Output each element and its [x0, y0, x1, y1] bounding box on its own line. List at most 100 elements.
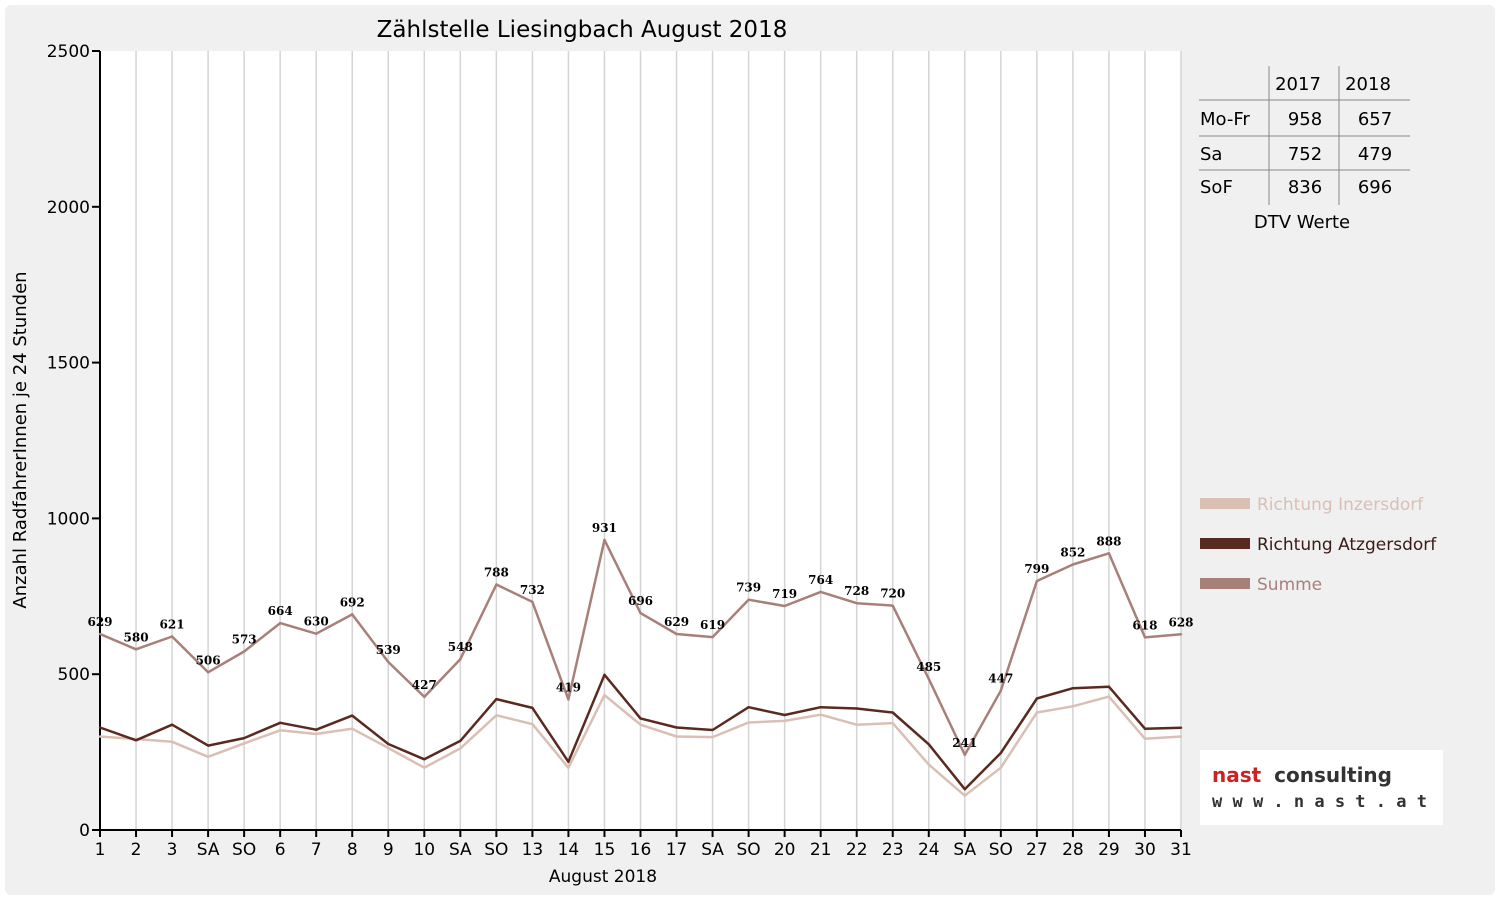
series-lines — [98, 538, 1183, 797]
data-point — [206, 744, 210, 747]
legend-swatch — [1200, 578, 1250, 589]
data-point — [999, 751, 1003, 755]
dtv-header-2018: 2018 — [1345, 74, 1391, 95]
dtv-cell: 836 — [1288, 177, 1322, 198]
data-label: 621 — [160, 617, 185, 631]
legend: Richtung Inzersdorf Richtung Atzgersdorf S… — [1200, 495, 1437, 595]
data-point — [1143, 737, 1147, 740]
y-tick-label: 1000 — [47, 509, 90, 529]
data-label: 739 — [736, 581, 761, 595]
x-tick-label: 24 — [918, 840, 940, 860]
x-tick-label: 3 — [167, 840, 178, 860]
data-label: 618 — [1132, 618, 1157, 632]
data-point — [278, 729, 282, 732]
dtv-cell: 752 — [1288, 144, 1322, 165]
data-label: 764 — [808, 573, 833, 587]
data-label: 628 — [1168, 615, 1193, 629]
data-point — [351, 727, 354, 730]
data-point — [927, 763, 930, 766]
data-point — [423, 758, 426, 761]
dtv-table: 2017 2018 Mo-Fr 958 657 Sa 752 479 SoF 8… — [1199, 66, 1410, 233]
data-point — [927, 743, 930, 746]
data-point — [819, 590, 822, 594]
data-point — [1143, 727, 1147, 730]
x-tick-label: 2 — [131, 840, 142, 860]
dtv-cell: 958 — [1288, 109, 1322, 130]
data-point — [1071, 705, 1075, 708]
legend-label: Richtung Inzersdorf — [1257, 495, 1424, 515]
data-label: 728 — [844, 584, 869, 598]
data-point — [495, 583, 498, 586]
data-point — [1107, 695, 1111, 698]
dtv-row-label: Sa — [1200, 144, 1222, 165]
y-tick-label: 2500 — [47, 42, 90, 62]
data-point — [315, 632, 318, 635]
data-point — [819, 713, 822, 716]
data-point — [1179, 633, 1183, 636]
data-point — [675, 735, 678, 738]
data-point — [495, 714, 498, 717]
data-point — [423, 695, 426, 699]
x-tick-label: SO — [737, 840, 761, 860]
data-point — [459, 739, 462, 743]
data-point — [387, 742, 390, 746]
data-point — [963, 794, 966, 797]
data-point — [603, 673, 606, 677]
data-label: 630 — [304, 615, 329, 629]
data-label: 629 — [664, 615, 689, 629]
data-point — [134, 648, 138, 651]
data-label: 799 — [1024, 562, 1049, 576]
data-point — [170, 723, 174, 726]
x-tick-label: 7 — [311, 840, 322, 860]
x-tick-label: SO — [989, 840, 1013, 860]
x-tick-label: 17 — [666, 840, 688, 860]
data-point — [134, 739, 138, 742]
data-point — [927, 677, 930, 681]
y-tick-label: 2000 — [47, 198, 90, 218]
data-point — [639, 723, 642, 726]
data-point — [783, 713, 786, 717]
data-point — [711, 635, 714, 639]
data-point — [603, 693, 606, 697]
x-tick-label: 27 — [1026, 840, 1048, 860]
logo-name-part2: consulting — [1274, 763, 1392, 787]
x-tick-label: 13 — [522, 840, 544, 860]
data-point — [170, 740, 174, 744]
data-point — [603, 538, 606, 542]
data-label: 629 — [87, 615, 112, 629]
data-point — [567, 766, 570, 769]
data-point — [891, 721, 894, 725]
y-axis-title: Anzahl RadfahrerInnen je 24 Stunden — [10, 271, 31, 608]
x-tick-label: 21 — [810, 840, 832, 860]
data-point — [351, 714, 354, 717]
data-label: 931 — [592, 521, 617, 535]
data-point — [1071, 563, 1075, 566]
data-point — [711, 728, 714, 732]
data-point — [98, 735, 102, 738]
data-point — [855, 707, 858, 710]
x-tick-label: SO — [484, 840, 508, 860]
data-point — [891, 711, 894, 714]
legend-label: Richtung Atzgersdorf — [1257, 535, 1437, 555]
data-point — [567, 760, 570, 763]
data-point — [495, 697, 498, 701]
y-tick-label: 1500 — [47, 354, 90, 374]
grid — [100, 51, 1182, 830]
data-point — [963, 753, 966, 757]
data-point — [98, 726, 102, 729]
x-tick-label: SA — [701, 840, 724, 860]
chart-title: Zählstelle Liesingbach August 2018 — [377, 17, 788, 43]
x-tick-label: SA — [953, 840, 976, 860]
data-point — [387, 746, 390, 750]
data-point — [999, 689, 1003, 692]
data-label: 241 — [952, 736, 977, 750]
data-point — [1035, 711, 1039, 714]
x-tick-label: 31 — [1170, 840, 1192, 860]
data-label: 506 — [196, 653, 221, 667]
data-point — [1107, 552, 1111, 555]
x-tick-label: 14 — [558, 840, 580, 860]
data-point — [1071, 687, 1075, 690]
data-point — [819, 706, 822, 709]
data-label: 888 — [1096, 534, 1121, 548]
x-tick-label: 15 — [594, 840, 616, 860]
